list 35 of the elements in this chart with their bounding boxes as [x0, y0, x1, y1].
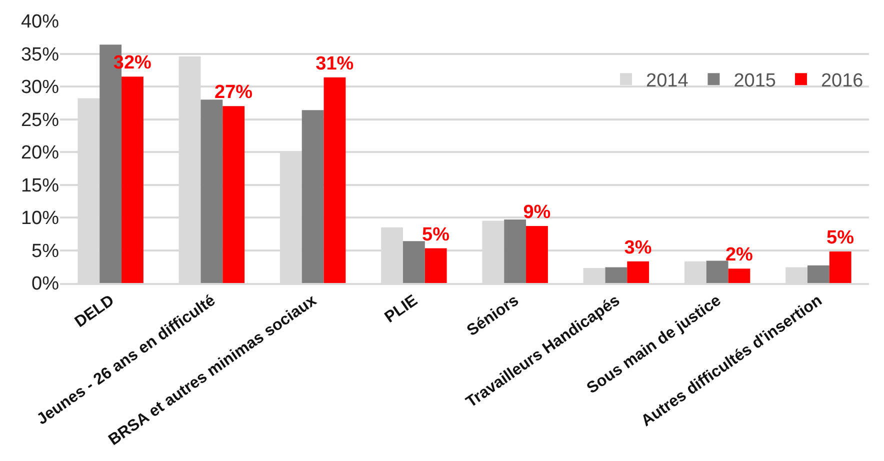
bar [504, 219, 526, 283]
data-label: 27% [214, 82, 253, 104]
y-tick-label: 10% [20, 208, 60, 230]
y-tick-label: 30% [20, 77, 60, 98]
bar [627, 261, 650, 283]
data-label: 5% [422, 224, 450, 246]
bar [807, 265, 830, 283]
bar [324, 77, 346, 283]
data-label: 2% [725, 244, 754, 266]
y-tick-label: 0% [32, 274, 60, 295]
y-tick-label: 5% [32, 240, 60, 262]
bar [200, 100, 223, 283]
y-tick-label: 40% [20, 12, 60, 33]
bar [424, 248, 447, 283]
legend-label: 2015 [734, 70, 776, 92]
y-tick-label: 25% [20, 110, 60, 131]
bar [728, 268, 750, 283]
y-tick-label: 20% [20, 142, 60, 164]
bar [829, 252, 852, 283]
bar [605, 267, 628, 283]
data-label: 9% [523, 202, 551, 224]
bar [526, 226, 548, 283]
data-label: 3% [624, 237, 652, 258]
y-tick-label: 15% [20, 175, 60, 196]
bar [222, 106, 245, 283]
legend-label: 2014 [646, 70, 689, 92]
bar [706, 260, 728, 283]
data-label: 5% [826, 228, 854, 249]
bar [302, 110, 324, 283]
data-label: 31% [316, 53, 354, 74]
y-tick-label: 35% [20, 44, 60, 66]
legend-label: 2016 [820, 70, 864, 92]
bar [122, 76, 144, 283]
data-label: 32% [113, 52, 152, 74]
bar [402, 241, 425, 283]
